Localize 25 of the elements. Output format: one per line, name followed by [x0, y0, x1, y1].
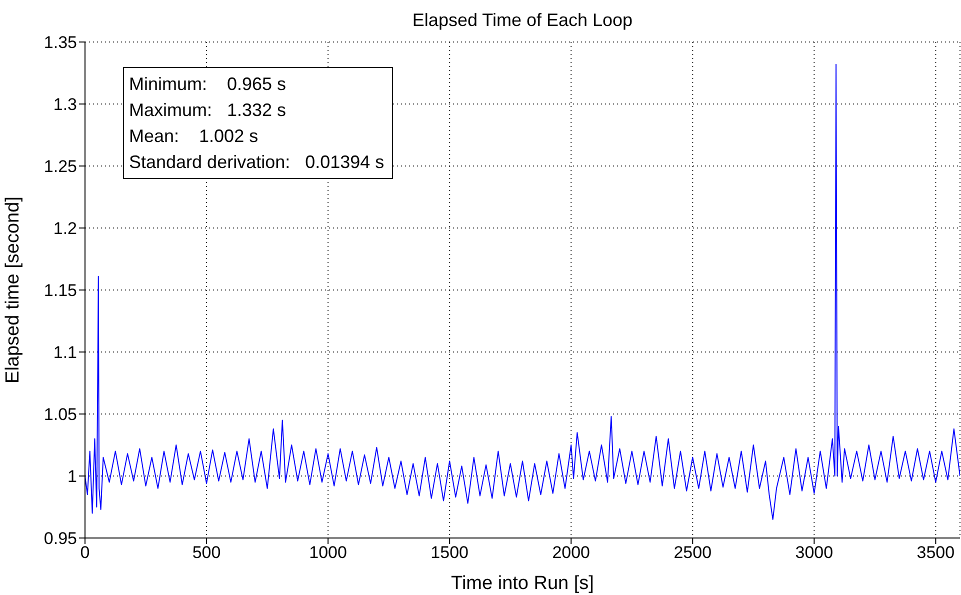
x-tick-label: 3000: [795, 543, 834, 562]
annotation: Mean: 1.002 s: [129, 125, 260, 148]
y-tick-label: 1.1: [53, 343, 77, 362]
x-tick-label: 3500: [916, 543, 955, 562]
y-tick-label: 1.2: [53, 219, 77, 238]
y-tick-label: 1.05: [44, 405, 77, 424]
x-tick-label: 1000: [309, 543, 347, 562]
x-axis-title: Time into Run [s]: [451, 573, 594, 594]
y-tick-label: 1: [68, 467, 77, 486]
y-tick-label: 1.25: [44, 157, 77, 176]
x-tick-label: 2000: [552, 543, 590, 562]
annotation: Standard derivation: 0.01394 s: [129, 151, 384, 174]
x-tick-label: 1500: [430, 543, 468, 562]
y-tick-label: 1.35: [44, 33, 77, 52]
x-tick-label: 500: [192, 543, 221, 562]
y-tick-label: 0.95: [44, 529, 77, 548]
y-tick-label: 1.15: [44, 281, 77, 300]
x-tick-label: 2500: [674, 543, 712, 562]
chart-title: Elapsed Time of Each Loop: [411, 10, 634, 31]
x-tick-label: 0: [80, 543, 90, 562]
line-series: [85, 64, 960, 520]
y-axis-title: Elapsed time [second]: [2, 196, 24, 384]
y-tick-label: 1.3: [53, 95, 77, 114]
annotation: Minimum: 0.965 s: [129, 73, 288, 96]
annotation: Maximum: 1.332 s: [129, 99, 288, 122]
